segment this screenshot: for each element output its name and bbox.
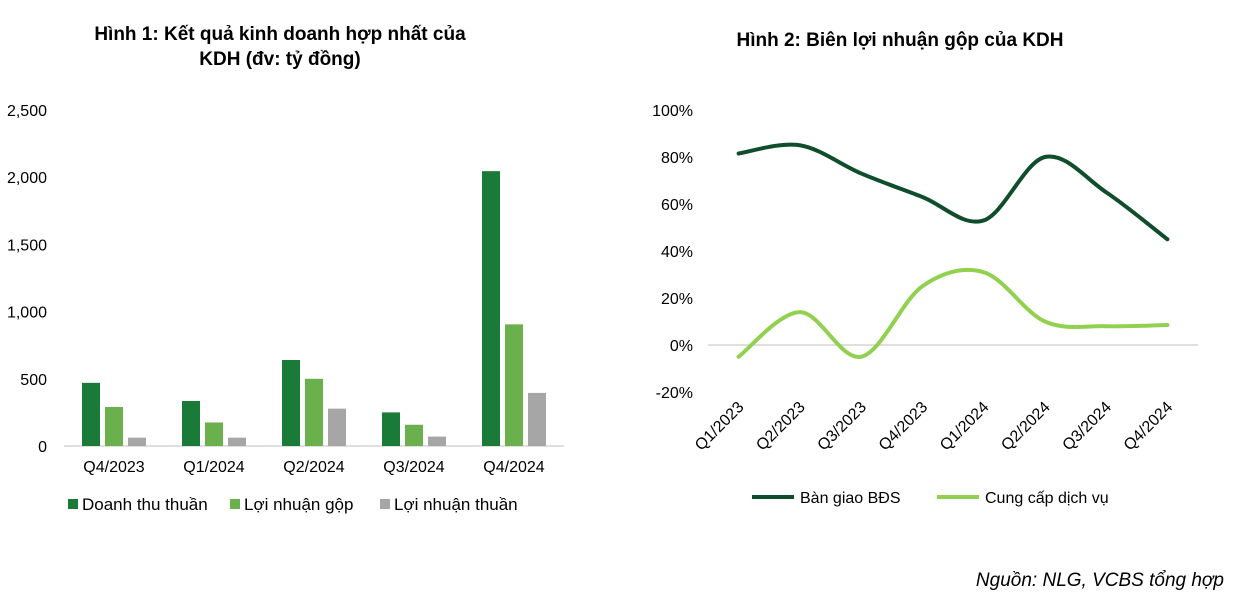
series-line xyxy=(736,142,1170,242)
chart1-title: Hình 1: Kết quả kinh doanh hợp nhất của … xyxy=(40,22,520,72)
x-tick-label: Q4/2024 xyxy=(1121,399,1176,454)
legend-label: Doanh thu thuần xyxy=(82,495,208,514)
bar xyxy=(328,408,346,446)
bar xyxy=(428,436,446,446)
bar xyxy=(205,422,223,446)
legend-swatch xyxy=(380,499,390,509)
y-tick-label: 0 xyxy=(38,439,47,456)
bar xyxy=(228,437,246,446)
legend-label: Bàn giao BĐS xyxy=(800,490,901,507)
y-tick-label: 20% xyxy=(661,291,693,308)
bar xyxy=(105,407,123,446)
legend-swatch xyxy=(230,499,240,509)
y-tick-label: 100% xyxy=(652,103,693,120)
bar xyxy=(305,378,323,446)
x-tick-label: Q1/2024 xyxy=(937,399,992,454)
y-tick-label: 1,000 xyxy=(7,305,47,322)
chart1-title-line2: KDH (đv: tỷ đồng) xyxy=(199,49,361,70)
x-tick-label: Q2/2024 xyxy=(998,399,1053,454)
bar xyxy=(505,324,523,446)
chart1-title-line1: Hình 1: Kết quả kinh doanh hợp nhất của xyxy=(94,24,466,45)
legend-label: Cung cấp dịch vụ xyxy=(985,490,1109,507)
bar xyxy=(382,412,400,446)
x-tick-label: Q2/2024 xyxy=(283,459,344,476)
y-tick-label: 2,000 xyxy=(7,170,47,187)
bar xyxy=(128,437,146,446)
bar xyxy=(405,424,423,446)
y-tick-label: 1,500 xyxy=(7,237,47,254)
bar-chart: 0 500 1,000 1,500 2,000 2,500 Q4/2023 Q1/2024 Q2… xyxy=(7,103,564,514)
bar xyxy=(482,171,500,447)
series-line xyxy=(736,267,1170,359)
y-tick-label: -20% xyxy=(656,385,693,402)
y-tick-label: 80% xyxy=(661,150,693,167)
x-tick-label: Q4/2023 xyxy=(83,459,144,476)
y-tick-label: 0% xyxy=(670,338,693,355)
y-tick-label: 500 xyxy=(20,372,47,389)
x-tick-label: Q4/2024 xyxy=(483,459,544,476)
x-tick-label: Q1/2023 xyxy=(692,399,747,454)
bar xyxy=(282,359,300,446)
source-note: Nguồn: NLG, VCBS tổng hợp xyxy=(975,570,1224,591)
line-chart: -20%0%20%40%60%80%100%Q1/2023 Q2/2023 Q3/2… xyxy=(652,103,1198,507)
legend-swatch xyxy=(68,499,78,509)
y-tick-label: 2,500 xyxy=(7,103,47,120)
x-tick-label: Q3/2024 xyxy=(1060,399,1115,454)
chart2-title: Hình 2: Biên lợi nhuận gộp của KDH xyxy=(736,30,1064,51)
x-tick-label: Q1/2024 xyxy=(183,459,244,476)
bar xyxy=(528,392,546,446)
x-tick-label: Q4/2023 xyxy=(876,399,931,454)
legend-label: Lợi nhuận thuần xyxy=(394,495,518,514)
legend-label: Lợi nhuận gộp xyxy=(244,495,353,514)
bar xyxy=(82,382,100,446)
x-tick-label: Q3/2023 xyxy=(815,399,870,454)
y-tick-label: 60% xyxy=(661,197,693,214)
bar xyxy=(182,400,200,446)
x-tick-label: Q2/2023 xyxy=(753,399,808,454)
x-tick-label: Q3/2024 xyxy=(383,459,444,476)
y-tick-label: 40% xyxy=(661,244,693,261)
